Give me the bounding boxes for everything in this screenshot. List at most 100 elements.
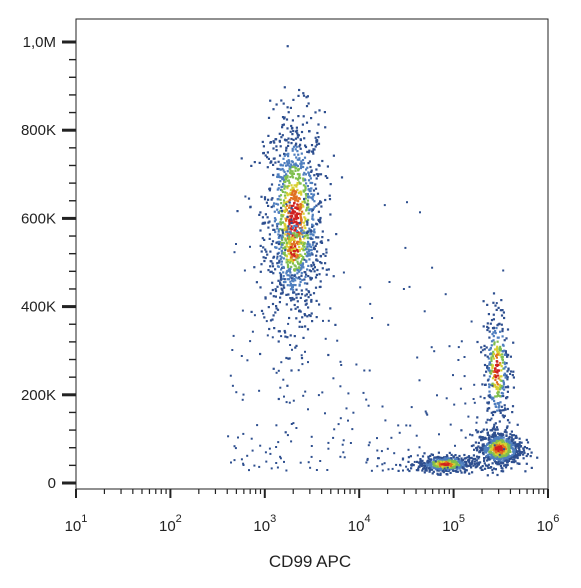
event-point <box>296 267 299 270</box>
event-point <box>298 309 301 312</box>
event-point <box>460 461 463 464</box>
event-point <box>514 441 517 444</box>
event-point <box>306 199 309 202</box>
event-point <box>297 153 300 156</box>
event-point <box>309 276 312 279</box>
event-point <box>502 269 505 272</box>
event-point <box>326 176 329 179</box>
event-point <box>502 454 505 457</box>
event-point <box>297 241 300 244</box>
event-point <box>498 347 501 350</box>
event-point <box>284 180 287 184</box>
event-point <box>495 457 498 460</box>
event-point <box>281 238 284 242</box>
event-point <box>310 192 313 196</box>
event-point <box>497 451 500 454</box>
event-point <box>302 394 305 397</box>
event-point <box>309 466 312 469</box>
event-point <box>500 449 503 452</box>
event-point <box>458 467 461 470</box>
event-point <box>293 243 297 246</box>
event-point <box>484 383 487 386</box>
event-point <box>289 167 292 170</box>
event-point <box>502 395 505 398</box>
event-point <box>475 421 478 424</box>
event-point <box>259 211 262 214</box>
event-point <box>311 181 314 185</box>
event-point <box>300 272 303 275</box>
event-point <box>289 258 292 261</box>
event-point <box>316 250 319 253</box>
event-point <box>277 441 280 444</box>
event-point <box>485 437 488 440</box>
event-point <box>315 139 318 142</box>
event-point <box>280 335 283 338</box>
event-point <box>292 138 295 141</box>
event-point <box>503 456 506 459</box>
event-point <box>298 320 301 323</box>
event-point <box>288 230 292 233</box>
event-point <box>310 248 313 251</box>
event-point <box>284 196 287 200</box>
event-point <box>502 450 505 453</box>
event-point <box>486 328 489 332</box>
event-point <box>455 456 458 460</box>
event-point <box>258 389 261 392</box>
event-point <box>501 327 504 331</box>
event-point <box>317 210 320 213</box>
event-point <box>277 340 280 343</box>
event-point <box>275 307 278 310</box>
event-point <box>289 239 292 242</box>
event-point <box>317 123 320 126</box>
event-point <box>288 206 291 209</box>
event-point <box>485 370 488 373</box>
event-point <box>496 371 499 374</box>
event-point <box>293 153 296 156</box>
event-point <box>279 273 283 276</box>
event-point <box>299 277 302 281</box>
event-point <box>320 205 323 208</box>
event-point <box>496 473 499 477</box>
event-point <box>491 427 494 430</box>
event-point <box>496 349 499 352</box>
event-point <box>300 191 303 194</box>
event-point <box>502 459 505 462</box>
event-point <box>494 452 497 456</box>
event-point <box>306 328 310 331</box>
event-point <box>490 429 493 432</box>
event-point <box>497 449 500 452</box>
event-point <box>313 205 316 209</box>
event-point <box>499 464 503 467</box>
event-point <box>486 459 489 462</box>
event-point <box>276 208 279 211</box>
event-point <box>283 286 286 289</box>
event-point <box>315 258 318 261</box>
event-point <box>424 469 427 472</box>
event-point <box>267 116 271 119</box>
event-point <box>279 218 282 221</box>
event-point <box>486 379 490 382</box>
event-point <box>459 462 462 465</box>
event-point <box>499 456 502 459</box>
event-point <box>506 390 509 393</box>
event-point <box>290 277 293 280</box>
event-point <box>325 273 328 276</box>
event-point <box>518 443 521 446</box>
event-point <box>525 454 528 458</box>
event-point <box>489 322 492 325</box>
event-point <box>292 254 295 257</box>
event-point <box>300 357 304 360</box>
event-point <box>293 217 296 220</box>
event-point <box>342 439 345 442</box>
event-point <box>285 149 288 152</box>
event-point <box>436 394 438 397</box>
event-point <box>480 466 483 469</box>
event-point <box>283 152 286 155</box>
event-point <box>295 296 298 299</box>
event-point <box>428 460 431 463</box>
event-point <box>434 460 437 463</box>
event-point <box>522 453 525 456</box>
event-point <box>386 447 389 450</box>
event-point <box>499 378 502 381</box>
event-point <box>433 350 436 353</box>
